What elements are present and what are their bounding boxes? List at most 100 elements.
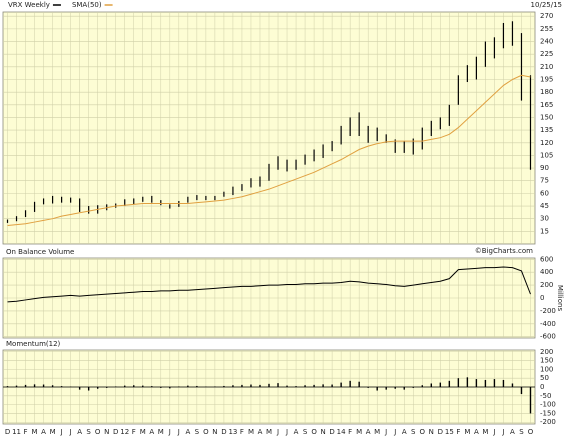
x-tick-label: O xyxy=(528,428,534,436)
y-tick-label: 270 xyxy=(540,12,553,20)
x-tick-label: M xyxy=(158,428,164,436)
x-tick-label: M xyxy=(248,428,254,436)
x-tick-label: D xyxy=(221,428,226,436)
x-tick-label: J xyxy=(285,428,288,436)
x-tick-label: M xyxy=(50,428,56,436)
x-tick-label: A xyxy=(258,428,263,436)
x-tick-label: S xyxy=(195,428,200,436)
x-tick-label: A xyxy=(366,428,371,436)
x-tick-label: M xyxy=(32,428,38,436)
x-tick-label: O xyxy=(203,428,209,436)
x-tick-label: J xyxy=(60,428,63,436)
y-tick-label: 0 xyxy=(540,294,544,302)
x-tick-label: A xyxy=(402,428,407,436)
y-tick-label: 50 xyxy=(540,374,549,382)
y-tick-label: 150 xyxy=(540,113,553,121)
x-tick-label: M xyxy=(140,428,146,436)
x-tick-label: F xyxy=(456,428,460,436)
obv-line xyxy=(7,266,531,303)
y-axis-label: Millions xyxy=(556,285,564,312)
x-tick-label: N xyxy=(104,428,109,436)
x-tick-label: S xyxy=(86,428,91,436)
y-tick-label: -400 xyxy=(540,320,556,328)
x-tick-label: A xyxy=(149,428,154,436)
x-tick-label: J xyxy=(276,428,279,436)
x-tick-label: S xyxy=(519,428,524,436)
y-tick-label: 210 xyxy=(540,63,553,71)
x-tick-label: 11 xyxy=(12,428,21,436)
y-tick-label: -600 xyxy=(540,333,556,341)
x-tick-label: 14 xyxy=(337,428,346,436)
x-tick-label: M xyxy=(374,428,380,436)
x-tick-label: F xyxy=(24,428,28,436)
x-tick-label: S xyxy=(411,428,416,436)
x-tick-label: A xyxy=(294,428,299,436)
x-tick-label: D xyxy=(113,428,118,436)
x-tick-label: O xyxy=(95,428,101,436)
x-tick-label: D xyxy=(329,428,334,436)
y-tick-label: 60 xyxy=(540,189,549,197)
y-tick-label: 120 xyxy=(540,139,553,147)
x-tick-label: A xyxy=(185,428,190,436)
x-tick-label: S xyxy=(303,428,308,436)
x-tick-label: O xyxy=(311,428,317,436)
y-tick-label: 15 xyxy=(540,227,549,235)
x-tick-label: M xyxy=(266,428,272,436)
legend-label: SMA(50) xyxy=(72,1,102,9)
y-tick-label: 90 xyxy=(540,164,549,172)
x-tick-label: 13 xyxy=(228,428,237,436)
x-tick-label: A xyxy=(77,428,82,436)
y-tick-label: -200 xyxy=(540,307,556,315)
y-tick-label: 100 xyxy=(540,365,553,373)
x-tick-label: M xyxy=(356,428,362,436)
x-tick-label: M xyxy=(464,428,470,436)
x-tick-label: A xyxy=(474,428,479,436)
x-tick-label: O xyxy=(420,428,426,436)
x-tick-label: A xyxy=(41,428,46,436)
y-tick-label: 135 xyxy=(540,126,553,134)
x-tick-label: J xyxy=(384,428,387,436)
x-tick-label: F xyxy=(348,428,352,436)
y-tick-label: 240 xyxy=(540,38,553,46)
x-tick-label: J xyxy=(177,428,180,436)
y-tick-label: 200 xyxy=(540,281,553,289)
sma-line xyxy=(7,74,531,226)
y-tick-label: -100 xyxy=(540,401,556,409)
x-tick-label: J xyxy=(492,428,495,436)
y-tick-label: -50 xyxy=(540,392,551,400)
x-tick-label: J xyxy=(168,428,171,436)
y-tick-label: 400 xyxy=(540,268,553,276)
x-tick-label: D xyxy=(438,428,443,436)
y-tick-label: -150 xyxy=(540,409,556,417)
x-tick-label: J xyxy=(69,428,72,436)
y-tick-label: 200 xyxy=(540,348,553,356)
y-tick-label: 30 xyxy=(540,215,549,223)
y-tick-label: -200 xyxy=(540,418,556,426)
x-tick-label: J xyxy=(501,428,504,436)
panel-title: Momentum(12) xyxy=(6,340,61,348)
legend-label: VRX Weekly xyxy=(8,1,50,9)
y-tick-label: 225 xyxy=(540,50,553,58)
y-tick-label: 45 xyxy=(540,202,549,210)
x-tick-label: F xyxy=(240,428,244,436)
y-tick-label: 255 xyxy=(540,25,553,33)
y-tick-label: 600 xyxy=(540,255,553,263)
y-tick-label: 180 xyxy=(540,88,553,96)
y-tick-label: 165 xyxy=(540,101,553,109)
y-tick-label: 150 xyxy=(540,357,553,365)
x-tick-label: A xyxy=(510,428,515,436)
x-tick-label: D xyxy=(5,428,10,436)
x-tick-label: 15 xyxy=(445,428,454,436)
x-tick-label: 12 xyxy=(120,428,129,436)
y-tick-label: 105 xyxy=(540,151,553,159)
x-tick-label: N xyxy=(212,428,217,436)
x-tick-label: M xyxy=(482,428,488,436)
panel-title: On Balance Volume xyxy=(6,248,74,256)
watermark: ©BigCharts.com xyxy=(475,247,533,255)
date-label: 10/25/15 xyxy=(531,1,562,9)
y-tick-label: 195 xyxy=(540,75,553,83)
x-tick-label: N xyxy=(320,428,325,436)
x-tick-label: N xyxy=(429,428,434,436)
x-tick-label: F xyxy=(132,428,136,436)
